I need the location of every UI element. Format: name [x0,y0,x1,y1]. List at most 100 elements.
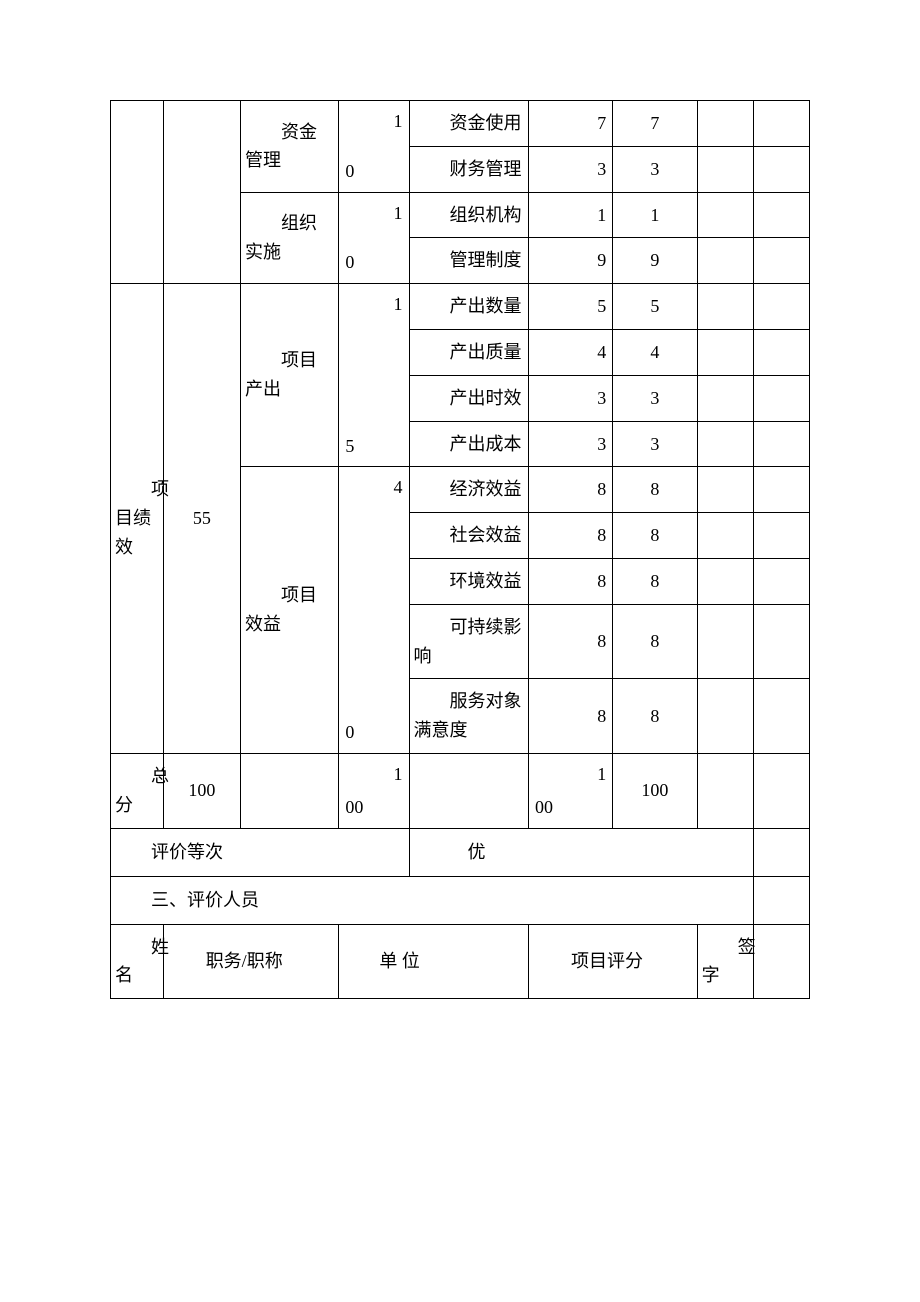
item-label: 产出质量 [409,329,528,375]
secondary-score: 1 5 [339,284,409,467]
item-val2: 5 [613,284,697,330]
blank-cell [753,679,809,754]
blank-cell [697,513,753,559]
blank-cell [753,558,809,604]
item-label: 管理制度 [409,238,528,284]
header-name: 姓名 [111,924,164,999]
blank-cell [240,753,338,828]
item-val2: 8 [613,558,697,604]
evaluation-table: 资金管理 1 0 资金使用 7 7 财务管理 3 3 组织实施 1 0 组织机构 [110,100,810,999]
total-col-g: 100 [613,753,697,828]
item-val2: 3 [613,375,697,421]
secondary-label: 组织实施 [240,192,338,284]
evaluator-header-row: 姓名 职务/职称 单 位 项目评分 签字 [111,924,810,999]
eval-grade-row: 评价等次 优 [111,828,810,876]
item-val2: 1 [613,192,697,238]
table-row: 资金管理 1 0 资金使用 7 7 [111,101,810,147]
blank-cell [753,329,809,375]
blank-cell [697,558,753,604]
blank-cell [697,101,753,147]
blank-cell [753,513,809,559]
section3-row: 三、评价人员 [111,876,810,924]
total-col-d: 1 00 [339,753,409,828]
blank-cell [697,284,753,330]
item-val2: 4 [613,329,697,375]
primary-score-empty [163,101,240,284]
item-val1: 9 [528,238,612,284]
blank-cell [697,375,753,421]
header-score: 项目评分 [528,924,697,999]
item-label: 产出成本 [409,421,528,467]
item-val1: 3 [528,146,612,192]
item-label: 资金使用 [409,101,528,147]
blank-cell [753,146,809,192]
secondary-score: 1 0 [339,101,409,193]
item-label: 产出数量 [409,284,528,330]
blank-cell [697,192,753,238]
item-val1: 8 [528,679,612,754]
eval-grade-value: 优 [409,828,753,876]
item-val1: 5 [528,284,612,330]
item-label: 社会效益 [409,513,528,559]
blank-cell [753,753,809,828]
secondary-label: 项目产出 [240,284,338,467]
blank-cell [409,753,528,828]
secondary-label: 资金管理 [240,101,338,193]
blank-cell [697,467,753,513]
item-label: 环境效益 [409,558,528,604]
item-val1: 3 [528,375,612,421]
item-label: 财务管理 [409,146,528,192]
item-val2: 8 [613,604,697,679]
item-val2: 7 [613,101,697,147]
blank-cell [753,238,809,284]
blank-cell [697,679,753,754]
item-val1: 8 [528,513,612,559]
blank-cell [753,828,809,876]
blank-cell [753,421,809,467]
blank-cell [753,876,809,924]
total-row: 总分 100 1 00 1 00 100 [111,753,810,828]
item-val1: 4 [528,329,612,375]
item-val2: 3 [613,146,697,192]
item-val2: 9 [613,238,697,284]
blank-cell [753,375,809,421]
item-label: 服务对象满意度 [409,679,528,754]
blank-cell [697,753,753,828]
blank-cell [753,101,809,147]
item-val1: 3 [528,421,612,467]
header-unit: 单 位 [339,924,529,999]
total-col-b: 100 [163,753,240,828]
item-val1: 1 [528,192,612,238]
item-val2: 3 [613,421,697,467]
item-val1: 8 [528,467,612,513]
item-label: 产出时效 [409,375,528,421]
blank-cell [697,604,753,679]
blank-cell [697,146,753,192]
item-val1: 8 [528,604,612,679]
item-val1: 7 [528,101,612,147]
blank-cell [697,421,753,467]
header-sign: 签字 [697,924,753,999]
header-title: 职务/职称 [163,924,339,999]
item-label: 可持续影响 [409,604,528,679]
primary-score: 55 [163,284,240,754]
blank-cell [753,467,809,513]
secondary-label: 项目效益 [240,467,338,754]
item-label: 经济效益 [409,467,528,513]
item-val1: 8 [528,558,612,604]
secondary-score: 1 0 [339,192,409,284]
total-col-f: 1 00 [528,753,612,828]
blank-cell [697,238,753,284]
blank-cell [753,604,809,679]
eval-grade-label: 评价等次 [111,828,410,876]
blank-cell [753,924,809,999]
primary-label: 项目绩效 [111,284,164,754]
section3-title: 三、评价人员 [111,876,754,924]
primary-empty [111,101,164,284]
item-val2: 8 [613,679,697,754]
item-label: 组织机构 [409,192,528,238]
secondary-score: 4 0 [339,467,409,754]
blank-cell [697,329,753,375]
table-row: 项目绩效 55 项目产出 1 5 产出数量 5 5 [111,284,810,330]
total-label: 总分 [111,753,164,828]
